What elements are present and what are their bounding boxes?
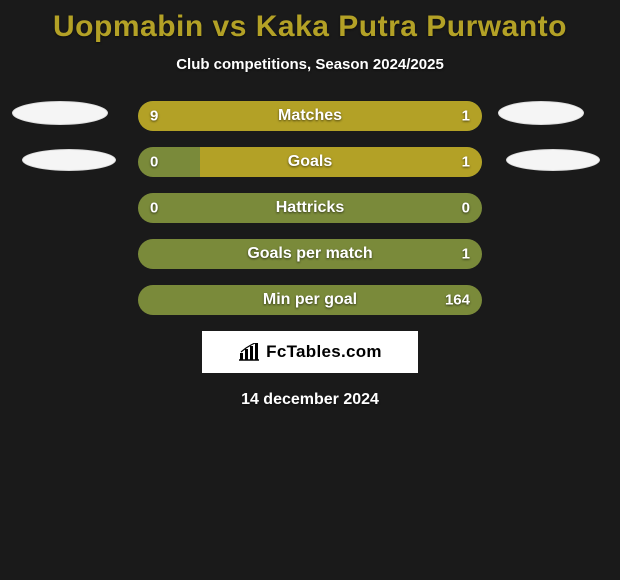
player-left-marker — [22, 149, 116, 171]
player-right-marker — [498, 101, 584, 125]
stat-value-right: 0 — [462, 200, 470, 217]
stat-row: 0 Hattricks 0 — [0, 193, 620, 223]
stat-bar: 0 Goals 1 — [138, 147, 482, 177]
bar-fill-left — [138, 101, 403, 131]
stat-bar: 9 Matches 1 — [138, 101, 482, 131]
player-right-marker — [506, 149, 600, 171]
stat-bar: Min per goal 164 — [138, 285, 482, 315]
date-label: 14 december 2024 — [0, 391, 620, 409]
stat-value-left: 0 — [150, 200, 158, 217]
stat-value-right: 1 — [462, 154, 470, 171]
stat-row: Goals per match 1 — [0, 239, 620, 269]
stat-row: 0 Goals 1 — [0, 147, 620, 177]
stat-bar: Goals per match 1 — [138, 239, 482, 269]
stat-row: 9 Matches 1 — [0, 101, 620, 131]
stat-value-right: 164 — [445, 292, 470, 309]
stat-label: Hattricks — [138, 199, 482, 217]
stat-value-right: 1 — [462, 246, 470, 263]
bar-fill-right — [200, 147, 482, 177]
stat-label: Min per goal — [138, 291, 482, 309]
stat-value-right: 1 — [462, 108, 470, 125]
branding-text: FcTables.com — [266, 342, 382, 362]
bar-chart-icon — [238, 343, 260, 361]
bar-fill-right — [403, 101, 482, 131]
stat-bar: 0 Hattricks 0 — [138, 193, 482, 223]
stat-label: Goals per match — [138, 245, 482, 263]
comparison-chart: 9 Matches 1 0 Goals 1 0 Hattricks 0 — [0, 101, 620, 315]
stat-row: Min per goal 164 — [0, 285, 620, 315]
branding-badge: FcTables.com — [202, 331, 418, 373]
page-title: Uopmabin vs Kaka Putra Purwanto — [0, 0, 620, 44]
stat-value-left: 9 — [150, 108, 158, 125]
player-left-marker — [12, 101, 108, 125]
subtitle: Club competitions, Season 2024/2025 — [0, 56, 620, 73]
stat-value-left: 0 — [150, 154, 158, 171]
